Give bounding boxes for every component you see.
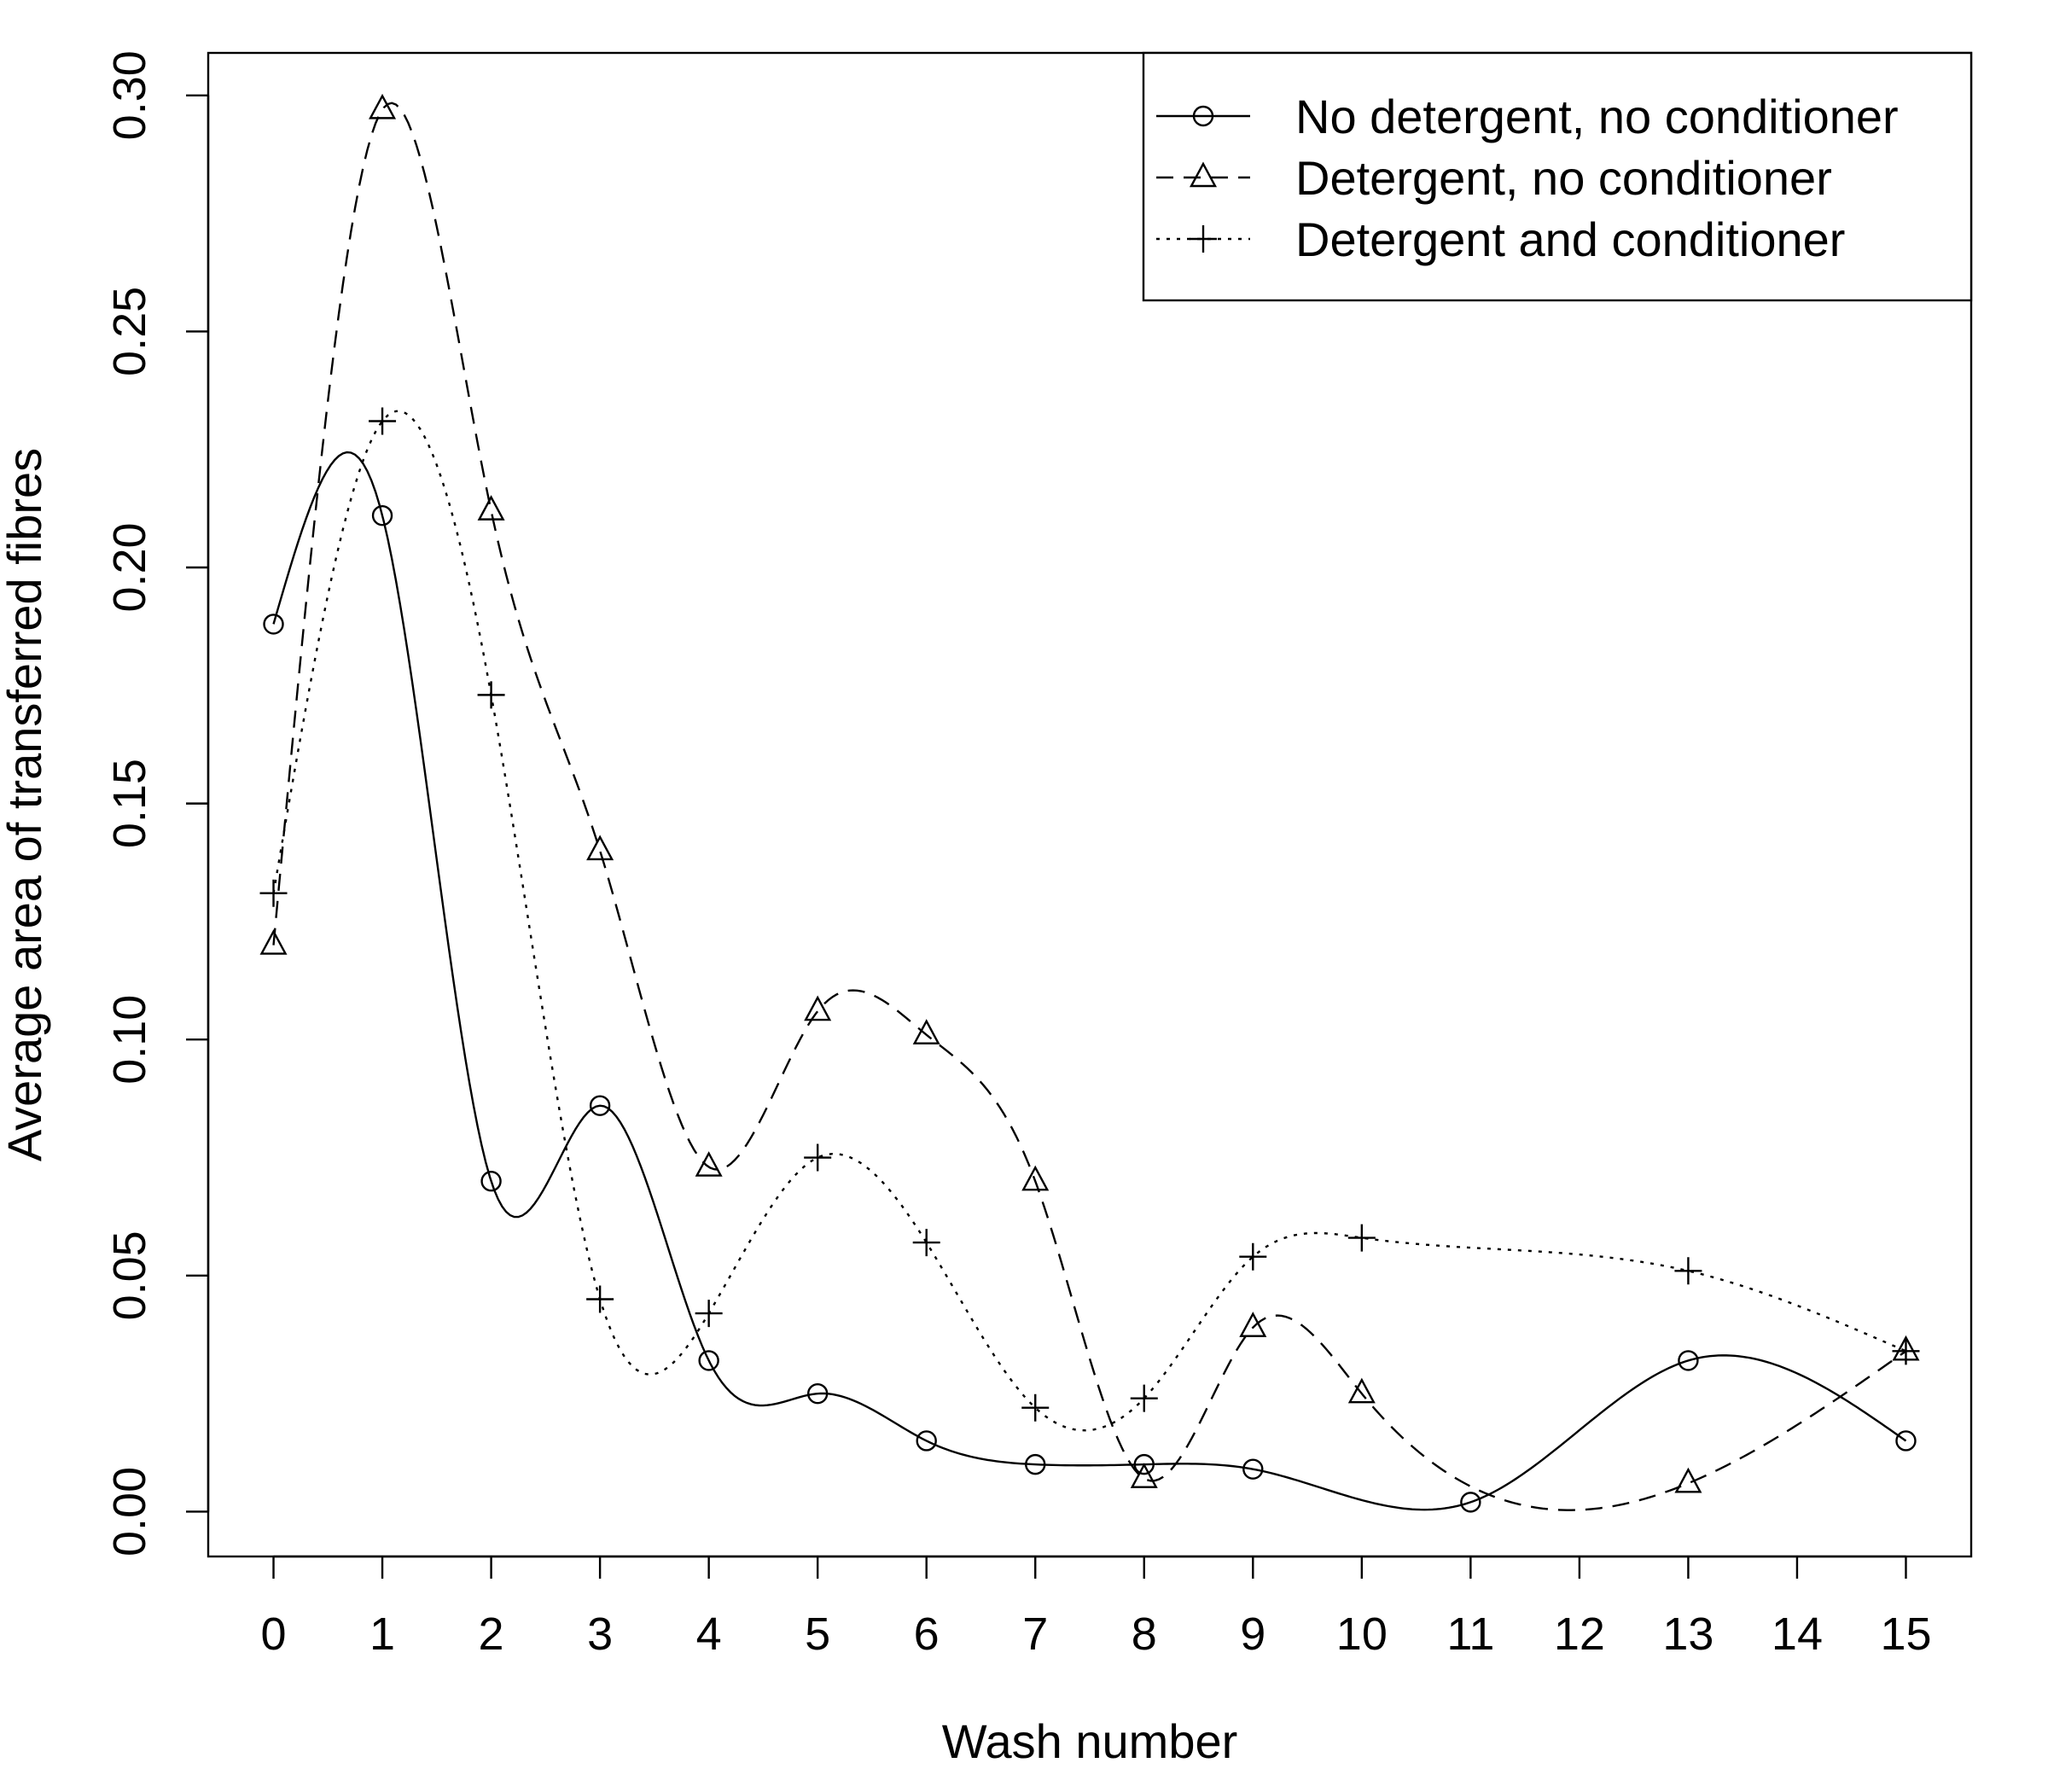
data-point: [1674, 1257, 1702, 1285]
data-point: [1133, 1453, 1155, 1475]
data-point: [1239, 1242, 1267, 1271]
series-1: [263, 451, 1917, 1513]
x-tick-label: 10: [1336, 1609, 1388, 1660]
x-tick-label: 11: [1446, 1609, 1494, 1660]
legend-label: No detergent, no conditioner: [1295, 90, 1899, 143]
data-point: [369, 93, 397, 119]
x-tick-label: 7: [1022, 1609, 1048, 1660]
x-tick-label: 4: [696, 1609, 722, 1660]
data-point: [369, 407, 397, 435]
y-tick-label: 0.00: [104, 1467, 155, 1556]
series-2: [259, 93, 1920, 1511]
data-point: [916, 1430, 937, 1452]
series-line: [272, 102, 1907, 1511]
y-tick-label: 0.05: [104, 1231, 155, 1320]
x-tick-label: 1: [369, 1609, 395, 1660]
legend-marker: [1189, 161, 1218, 188]
x-tick-label: 12: [1554, 1609, 1605, 1660]
data-point: [1021, 1165, 1050, 1191]
x-tick-label: 2: [479, 1609, 504, 1660]
data-point: [1895, 1430, 1917, 1452]
series-layer: [259, 93, 1920, 1513]
x-tick-label: 15: [1880, 1609, 1931, 1660]
data-point: [1678, 1350, 1699, 1371]
data-point: [263, 614, 284, 635]
x-axis-title: Wash number: [942, 1714, 1238, 1768]
legend-label: Detergent and conditioner: [1295, 212, 1845, 266]
data-point: [1460, 1492, 1481, 1513]
data-point: [1130, 1384, 1158, 1412]
data-point: [695, 1151, 723, 1177]
y-tick-label: 0.30: [104, 50, 155, 140]
data-point: [698, 1350, 719, 1371]
data-point: [586, 835, 614, 861]
x-tick-label: 9: [1240, 1609, 1265, 1660]
data-point: [1674, 1467, 1702, 1493]
data-point: [480, 1170, 502, 1192]
series-line: [272, 451, 1907, 1511]
x-tick-label: 3: [587, 1609, 613, 1660]
legend: No detergent, no conditioner Detergent, n…: [1142, 51, 1973, 302]
y-tick-label: 0.10: [104, 995, 155, 1085]
y-tick-label: 0.25: [104, 287, 155, 376]
data-point: [1892, 1337, 1920, 1365]
legend-marker: [1192, 105, 1214, 127]
data-point: [477, 495, 505, 521]
data-point: [1242, 1458, 1264, 1480]
legend-box: [1142, 51, 1973, 302]
data-point: [1130, 1463, 1158, 1488]
data-point: [259, 929, 288, 955]
series-3: [259, 407, 1920, 1432]
data-point: [1347, 1377, 1376, 1404]
x-tick-label: 13: [1662, 1609, 1713, 1660]
x-tick-label: 5: [805, 1609, 830, 1660]
data-point: [804, 995, 832, 1021]
data-point: [259, 879, 288, 907]
data-point: [589, 1095, 611, 1116]
y-axis-title: Average area of transferred fibres: [0, 448, 51, 1161]
legend-marker: [1190, 225, 1217, 253]
x-tick-label: 0: [260, 1609, 286, 1660]
data-point: [371, 504, 393, 527]
y-axis: 0.00 0.05 0.10 0.15 0.20 0.25 0.30: [104, 50, 210, 1556]
data-point: [1239, 1312, 1267, 1337]
y-tick-label: 0.15: [104, 759, 155, 848]
data-point: [912, 1229, 940, 1257]
data-point: [912, 1019, 940, 1044]
data-point: [1025, 1453, 1046, 1475]
legend-label: Detergent, no conditioner: [1295, 151, 1832, 205]
series-line: [272, 410, 1906, 1432]
data-point: [477, 681, 505, 709]
data-point: [804, 1143, 832, 1172]
data-point: [1021, 1393, 1050, 1422]
x-tick-label: 6: [914, 1609, 940, 1660]
data-point: [1347, 1224, 1376, 1252]
data-point: [586, 1285, 614, 1313]
data-point: [695, 1300, 723, 1328]
y-tick-label: 0.20: [104, 522, 155, 612]
x-axis: 0 1 2 3 4 5 6 7 8 9 10 11 12 13 14 15: [260, 1555, 1932, 1660]
data-point: [806, 1382, 829, 1405]
x-tick-label: 14: [1772, 1609, 1823, 1660]
x-tick-label: 8: [1132, 1609, 1157, 1660]
